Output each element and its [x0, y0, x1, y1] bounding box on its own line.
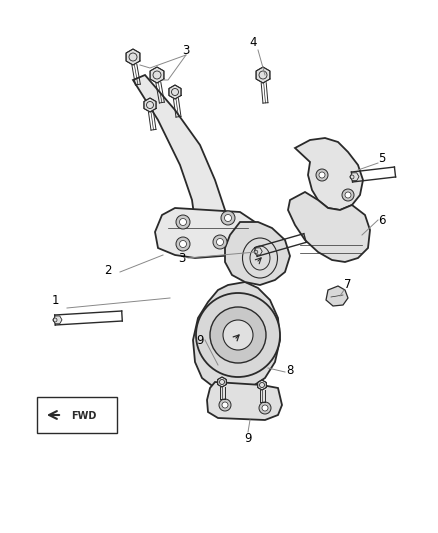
- Circle shape: [213, 235, 227, 249]
- Polygon shape: [350, 173, 359, 181]
- Polygon shape: [193, 282, 280, 392]
- Text: 2: 2: [104, 263, 112, 277]
- Circle shape: [223, 320, 253, 350]
- Polygon shape: [169, 85, 181, 99]
- Text: 4: 4: [249, 36, 257, 49]
- Text: 7: 7: [344, 279, 352, 292]
- Polygon shape: [254, 248, 262, 255]
- Polygon shape: [155, 208, 258, 258]
- Circle shape: [219, 399, 231, 411]
- Text: 1: 1: [51, 294, 59, 306]
- Text: 3: 3: [182, 44, 190, 56]
- Circle shape: [345, 192, 351, 198]
- Text: 9: 9: [196, 334, 204, 346]
- Polygon shape: [126, 49, 140, 65]
- Polygon shape: [53, 316, 62, 324]
- Circle shape: [259, 402, 271, 414]
- Circle shape: [196, 293, 280, 377]
- Text: 9: 9: [244, 432, 252, 445]
- Text: 8: 8: [286, 364, 294, 376]
- Text: 5: 5: [378, 151, 386, 165]
- Circle shape: [262, 405, 268, 411]
- Circle shape: [216, 238, 223, 246]
- Polygon shape: [225, 222, 290, 285]
- Circle shape: [180, 240, 187, 247]
- Circle shape: [316, 169, 328, 181]
- Circle shape: [222, 402, 228, 408]
- Polygon shape: [207, 382, 282, 420]
- Polygon shape: [258, 380, 266, 390]
- Bar: [37, 397, 117, 433]
- Circle shape: [221, 211, 235, 225]
- Polygon shape: [326, 286, 348, 306]
- Text: 3: 3: [178, 252, 186, 264]
- Polygon shape: [150, 67, 164, 83]
- Circle shape: [176, 237, 190, 251]
- Polygon shape: [288, 192, 370, 262]
- Polygon shape: [133, 75, 225, 230]
- Text: FWD: FWD: [71, 411, 97, 421]
- Circle shape: [319, 172, 325, 178]
- Text: 6: 6: [378, 214, 386, 227]
- Polygon shape: [218, 377, 226, 387]
- Circle shape: [210, 307, 266, 363]
- Polygon shape: [144, 98, 156, 112]
- Circle shape: [176, 215, 190, 229]
- Polygon shape: [256, 67, 270, 83]
- Circle shape: [342, 189, 354, 201]
- Circle shape: [180, 219, 187, 225]
- Polygon shape: [295, 138, 363, 210]
- Circle shape: [225, 214, 232, 222]
